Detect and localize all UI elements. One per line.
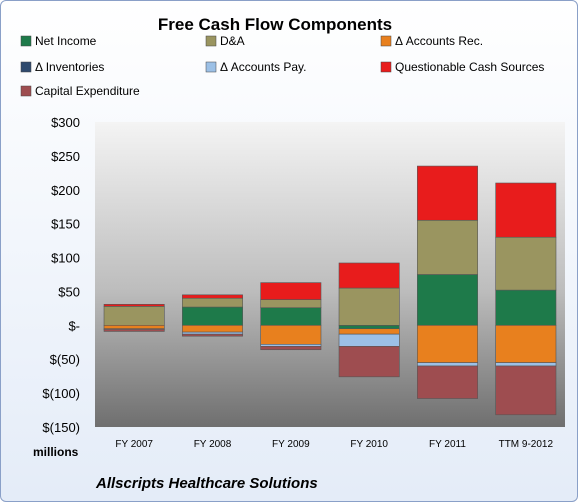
y-tick-label: $150 [51, 217, 80, 232]
y-tick-label: $250 [51, 149, 80, 164]
bar-segment [182, 297, 243, 308]
bar-segment [260, 299, 322, 309]
bar-segment [338, 346, 400, 378]
bar-segment [338, 328, 400, 335]
x-axis: FY 2007 FY 2008 FY 2009 FY 2010 FY 2011 TTM 9… [115, 439, 553, 450]
bar-segment [417, 219, 478, 275]
legend-swatch [380, 61, 392, 73]
legend-label: Questionable Cash Sources [395, 60, 544, 74]
footer-label: Allscripts Healthcare Solutions [95, 475, 318, 492]
bar-segment [417, 365, 478, 399]
y-tick-label: $300 [51, 115, 80, 130]
bars [103, 165, 557, 416]
x-tick-label: FY 2009 [272, 439, 310, 450]
bar-segment [103, 306, 165, 326]
units-label: millions [33, 445, 79, 459]
legend-swatch [380, 35, 392, 47]
legend-label: Δ Inventories [35, 60, 104, 74]
legend-label: Net Income [35, 34, 97, 48]
bar-segment [495, 289, 557, 326]
bar-segment [495, 362, 557, 367]
y-axis: $300 $250 $200 $150 $100 $50 $- $(50) $(100) $(15… [42, 115, 80, 435]
bar-segment [182, 331, 243, 335]
legend-label: Δ Accounts Pay. [220, 60, 307, 74]
legend-label: Δ Accounts Rec. [395, 34, 483, 48]
bar-segment [260, 346, 322, 351]
bar-segment [103, 325, 165, 330]
legend-swatch [205, 61, 217, 73]
y-tick-label: $(150) [42, 420, 80, 435]
bar-segment [182, 294, 243, 299]
legend-swatch [20, 35, 32, 47]
bar-segment [103, 329, 165, 332]
bar-segment [182, 325, 243, 333]
x-tick-label: FY 2011 [429, 439, 466, 450]
y-tick-label: $50 [58, 284, 80, 299]
bar-segment [338, 333, 400, 347]
legend-swatch [20, 61, 32, 73]
legend-label: Capital Expenditure [35, 84, 140, 98]
legend: Net Income D&A Δ Accounts Rec. Δ Inventorie… [20, 34, 544, 98]
bar-segment [103, 304, 165, 307]
y-tick-label: $100 [51, 251, 80, 266]
bar-segment [495, 182, 557, 238]
bar-segment [182, 333, 243, 337]
legend-swatch [205, 35, 217, 47]
bar-segment [417, 325, 478, 363]
bar-segment [260, 325, 322, 345]
legend-label: D&A [220, 34, 245, 48]
x-tick-label: FY 2010 [350, 439, 388, 450]
x-tick-label: TTM 9-2012 [499, 439, 554, 450]
y-tick-label: $(100) [42, 386, 80, 401]
bar-segment [417, 362, 478, 367]
bar-segment [182, 306, 243, 326]
bar-segment [417, 165, 478, 221]
y-tick-label: $200 [51, 183, 80, 198]
legend-swatch [20, 85, 32, 97]
x-tick-label: FY 2007 [115, 439, 153, 450]
bar-segment [338, 262, 400, 289]
bar-segment [260, 344, 322, 347]
bar-segment [495, 236, 557, 291]
bar-segment [260, 307, 322, 326]
plot-area [95, 122, 565, 427]
y-tick-label: $- [68, 318, 80, 333]
bar-segment [338, 287, 400, 326]
x-tick-label: FY 2008 [194, 439, 232, 450]
bar-segment [495, 325, 557, 363]
bar-segment [260, 282, 322, 300]
bar-segment [338, 325, 400, 330]
bar-segment [417, 274, 478, 326]
chart-title: Free Cash Flow Components [158, 15, 392, 34]
bar-segment [495, 365, 557, 416]
y-tick-label: $(50) [50, 352, 80, 367]
